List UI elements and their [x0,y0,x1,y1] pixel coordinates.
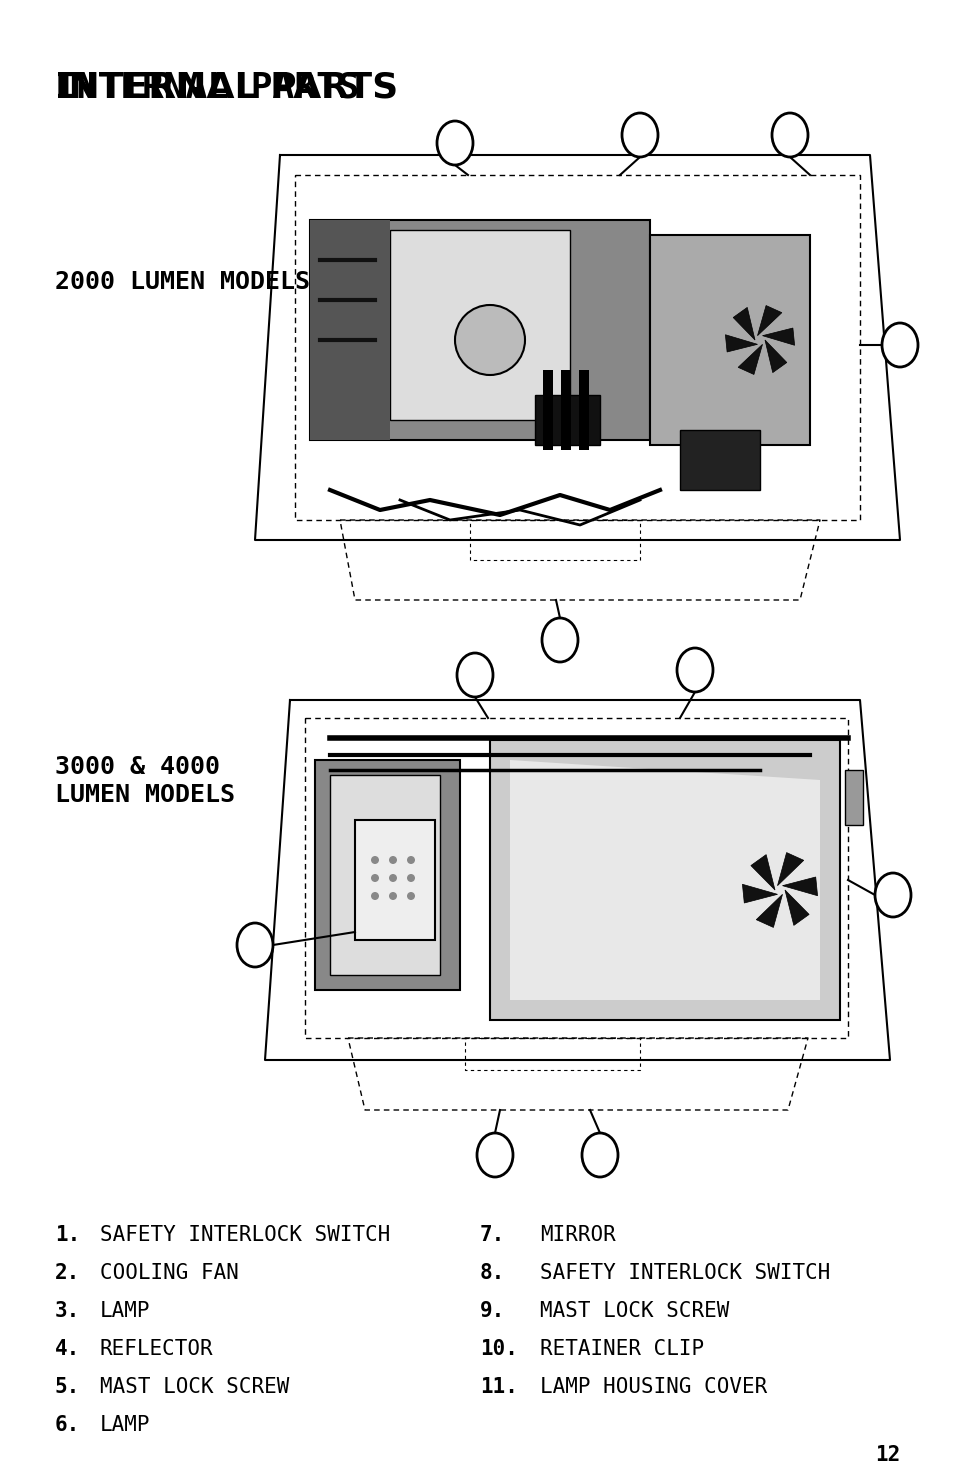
Text: 7.: 7. [479,1226,505,1245]
FancyBboxPatch shape [542,370,553,450]
Circle shape [389,855,396,864]
Circle shape [371,892,378,900]
Text: 12: 12 [874,1446,899,1465]
FancyBboxPatch shape [310,220,649,440]
Polygon shape [764,341,786,373]
Text: SAFETY INTERLOCK SWITCH: SAFETY INTERLOCK SWITCH [100,1226,390,1245]
Text: INTERNAL PARTS: INTERNAL PARTS [55,69,397,105]
Circle shape [407,892,415,900]
Ellipse shape [455,305,524,375]
Circle shape [407,855,415,864]
Text: MIRROR: MIRROR [539,1226,615,1245]
Text: REFLECTOR: REFLECTOR [100,1339,213,1358]
Polygon shape [733,307,754,341]
Circle shape [389,892,396,900]
Text: 9.: 9. [479,1301,505,1322]
Polygon shape [510,760,820,1000]
FancyBboxPatch shape [314,760,459,990]
Text: SAFETY INTERLOCK SWITCH: SAFETY INTERLOCK SWITCH [539,1263,829,1283]
FancyBboxPatch shape [679,431,760,490]
Circle shape [371,875,378,882]
FancyBboxPatch shape [649,235,809,445]
FancyBboxPatch shape [844,770,862,825]
Text: MAST LOCK SCREW: MAST LOCK SCREW [100,1378,289,1397]
FancyBboxPatch shape [330,774,439,975]
FancyBboxPatch shape [355,820,435,940]
Polygon shape [738,344,761,375]
Text: 2.: 2. [55,1263,80,1283]
Text: LAMP HOUSING COVER: LAMP HOUSING COVER [539,1378,766,1397]
Polygon shape [724,335,757,353]
Text: 6.: 6. [55,1415,80,1435]
Ellipse shape [476,1133,513,1177]
Text: MAST LOCK SCREW: MAST LOCK SCREW [539,1301,729,1322]
Text: 3.: 3. [55,1301,80,1322]
Ellipse shape [236,923,273,968]
Text: 4.: 4. [55,1339,80,1358]
Polygon shape [761,327,794,345]
Polygon shape [777,853,802,885]
Ellipse shape [436,121,473,165]
Polygon shape [781,878,817,895]
FancyBboxPatch shape [560,370,571,450]
Ellipse shape [874,873,910,917]
Polygon shape [741,885,777,903]
Ellipse shape [621,114,658,156]
Text: 11.: 11. [479,1378,517,1397]
Text: 3000 & 4000
LUMEN MODELS: 3000 & 4000 LUMEN MODELS [55,755,234,807]
FancyBboxPatch shape [578,370,588,450]
Text: 1.: 1. [55,1226,80,1245]
Circle shape [371,855,378,864]
Text: COOLING FAN: COOLING FAN [100,1263,238,1283]
Polygon shape [757,305,781,336]
Text: 2000 LUMEN MODELS: 2000 LUMEN MODELS [55,270,310,294]
Ellipse shape [677,648,712,692]
Polygon shape [750,854,774,889]
Text: LAMP: LAMP [100,1415,151,1435]
FancyBboxPatch shape [535,395,599,445]
Ellipse shape [581,1133,618,1177]
Circle shape [389,875,396,882]
Text: 10.: 10. [479,1339,517,1358]
Ellipse shape [771,114,807,156]
FancyBboxPatch shape [390,230,569,420]
Ellipse shape [882,323,917,367]
Text: LAMP: LAMP [100,1301,151,1322]
Text: 8.: 8. [479,1263,505,1283]
Text: INTERNAL PARTS: INTERNAL PARTS [55,69,359,105]
Circle shape [407,875,415,882]
Text: RETAINER CLIP: RETAINER CLIP [539,1339,703,1358]
FancyBboxPatch shape [310,220,390,440]
Polygon shape [756,894,781,928]
Text: 5.: 5. [55,1378,80,1397]
Ellipse shape [456,653,493,698]
Polygon shape [490,740,840,1021]
Ellipse shape [541,618,578,662]
Polygon shape [784,889,808,925]
